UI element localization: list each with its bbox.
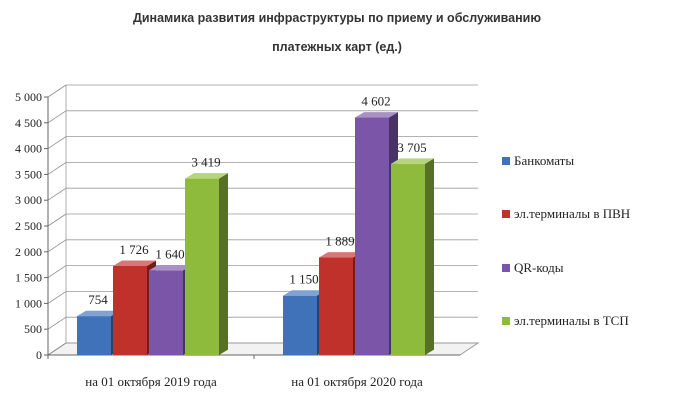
y-tick-label: 1 000 (15, 296, 42, 310)
legend-swatch (502, 210, 510, 218)
bars (77, 112, 434, 355)
chart-title-line-2: платежных карт (ед.) (272, 40, 402, 54)
gridline-side (47, 291, 67, 304)
bar-side (219, 173, 228, 355)
gridline-side (47, 342, 67, 356)
y-tick-label: 0 (36, 348, 42, 362)
legend-swatch (502, 157, 510, 165)
bar-front (113, 265, 147, 355)
bar-front (319, 257, 353, 355)
gridline-side (47, 187, 67, 201)
y-tick-label: 2 000 (15, 245, 42, 259)
y-tick-label: 3 500 (15, 167, 42, 181)
gridline-side (47, 265, 67, 278)
gridline-side (47, 136, 67, 149)
data-label: 1 726 (119, 242, 149, 257)
legend-label: эл.терминалы в ПВН (514, 206, 630, 221)
bar-side (425, 158, 434, 355)
bar-front (391, 163, 425, 355)
data-label: 754 (88, 292, 108, 307)
gridline-side (47, 162, 67, 175)
bar-top (185, 173, 228, 179)
bar-top (77, 310, 120, 317)
y-tick-label: 5 000 (15, 90, 42, 104)
legend-swatch (502, 317, 510, 325)
gridline-side (47, 213, 67, 227)
data-label: 3 419 (191, 155, 220, 170)
y-tick-label: 4 500 (15, 116, 42, 130)
legend-label: эл.терминалы в ТСП (514, 313, 629, 328)
y-tick-label: 3 000 (15, 193, 42, 207)
y-tick-label: 4 000 (15, 142, 42, 156)
bar-top (355, 112, 398, 118)
x-tick-label: на 01 октября 2019 года (85, 374, 217, 389)
legend: Банкоматы эл.терминалы в ПВН QR-коды эл.тер… (502, 153, 630, 328)
legend-item: Банкоматы (502, 153, 574, 168)
y-axis: 0 500 1 000 1 500 2 000 2 500 3 000 3 500 4 000 4… (15, 90, 49, 362)
gridline-side (47, 316, 67, 330)
data-labels: 754 1 726 1 640 3 419 1 150 1 889 4 602 3 705 (88, 94, 426, 308)
gridline-side (47, 84, 67, 98)
y-tick-label: 2 500 (15, 219, 42, 233)
bar (185, 173, 228, 355)
data-label: 3 705 (397, 140, 426, 155)
bar-top (319, 252, 362, 258)
x-tick-label: на 01 октября 2020 года (291, 374, 423, 389)
bar-front (355, 117, 389, 355)
data-label: 1 889 (325, 234, 354, 249)
bar-front (185, 178, 219, 355)
data-label: 1 640 (155, 246, 184, 261)
bar (391, 158, 434, 355)
bar-top (149, 264, 192, 271)
bar-front (283, 295, 317, 355)
y-tick-label: 1 500 (15, 271, 42, 285)
bar-top (283, 290, 326, 296)
legend-swatch (502, 264, 510, 272)
legend-item: эл.терминалы в ТСП (502, 313, 629, 328)
bar-front (149, 270, 183, 355)
data-label: 1 150 (289, 272, 318, 287)
bar-top (113, 260, 156, 266)
bar-top (391, 158, 434, 164)
gridline-side (47, 239, 67, 253)
data-label: 4 602 (361, 94, 390, 109)
legend-label: QR-коды (514, 260, 564, 275)
legend-item: QR-коды (502, 260, 564, 275)
gridline-side (47, 110, 67, 124)
y-tick-label: 500 (24, 322, 42, 336)
bar-front (77, 316, 111, 355)
legend-item: эл.терминалы в ПВН (502, 206, 630, 221)
legend-label: Банкоматы (514, 153, 574, 168)
chart-title-line-1: Динамика развития инфраструктуры по прие… (133, 11, 541, 25)
x-axis: на 01 октября 2019 года на 01 октября 202… (47, 354, 460, 389)
